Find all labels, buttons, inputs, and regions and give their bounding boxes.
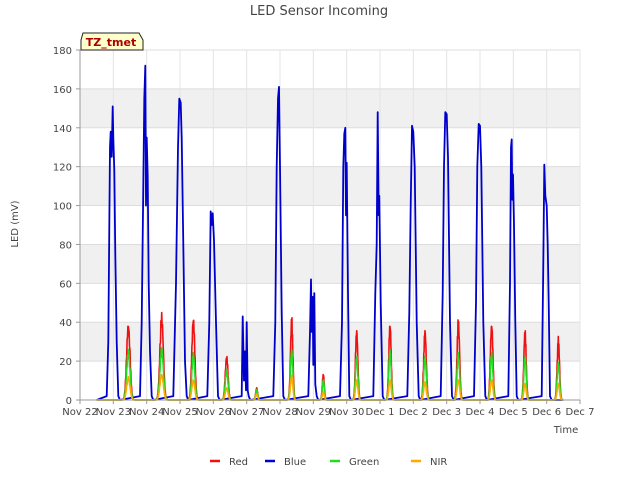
legend: Red Blue Green NIR (210, 457, 447, 468)
x-tick-label: Nov 22 (62, 407, 97, 418)
legend-label: Green (349, 457, 379, 468)
legend-label: Red (229, 457, 248, 468)
x-tick-label: Nov 25 (162, 407, 197, 418)
y-tick-label: 140 (53, 124, 72, 135)
x-tick-label: Nov 28 (262, 407, 297, 418)
y-tick-label: 160 (53, 85, 72, 96)
x-tick-label: Dec 5 (499, 407, 528, 418)
series-line-blue (96, 64, 564, 401)
legend-item-green: Green (330, 457, 379, 468)
x-tick-label: Dec 1 (366, 407, 395, 418)
y-tick-label: 60 (59, 279, 72, 290)
x-tick-label: Nov 29 (296, 407, 331, 418)
annotation-box (80, 32, 144, 51)
y-tick-label: 20 (59, 357, 72, 368)
grid-band (80, 88, 580, 128)
y-tick-label: 80 (59, 240, 72, 251)
y-tick-label: 120 (53, 163, 72, 174)
x-tick-label: Dec 2 (399, 407, 428, 418)
tz-annotation: TZ_tmet (80, 32, 144, 51)
grid-band (80, 322, 580, 362)
x-tick-label: Dec 6 (532, 407, 561, 418)
y-tick-label: 40 (59, 318, 72, 329)
y-tick-label: 100 (53, 202, 72, 213)
grid-band (80, 244, 580, 284)
x-tick-label: Nov 24 (129, 407, 164, 418)
legend-item-blue: Blue (265, 457, 306, 468)
y-tick-label: 180 (53, 46, 72, 57)
x-tick-label: Nov 27 (229, 407, 264, 418)
y-tick-label: 0 (66, 396, 72, 407)
legend-label: NIR (430, 457, 447, 468)
y-tick-labels: 0 20 40 60 80 100 120 140 160 180 (53, 46, 80, 407)
annotation-text: TZ_tmet (86, 36, 136, 49)
x-tick-label: Nov 23 (96, 407, 131, 418)
x-tick-label: Nov 26 (196, 407, 231, 418)
chart-title: LED Sensor Incoming (250, 4, 388, 19)
axes (79, 50, 580, 401)
y-axis-label: LED (mV) (10, 200, 21, 247)
x-tick-label: Dec 4 (466, 407, 495, 418)
x-tick-label: Nov 30 (329, 407, 364, 418)
legend-item-nir: NIR (411, 457, 447, 468)
x-tick-label: Dec 3 (432, 407, 461, 418)
x-tick-label: Dec 7 (566, 407, 595, 418)
legend-label: Blue (284, 457, 306, 468)
plot-background (80, 50, 580, 400)
legend-item-red: Red (210, 457, 248, 468)
grid-band (80, 166, 580, 206)
x-axis-label: Time (553, 425, 578, 436)
